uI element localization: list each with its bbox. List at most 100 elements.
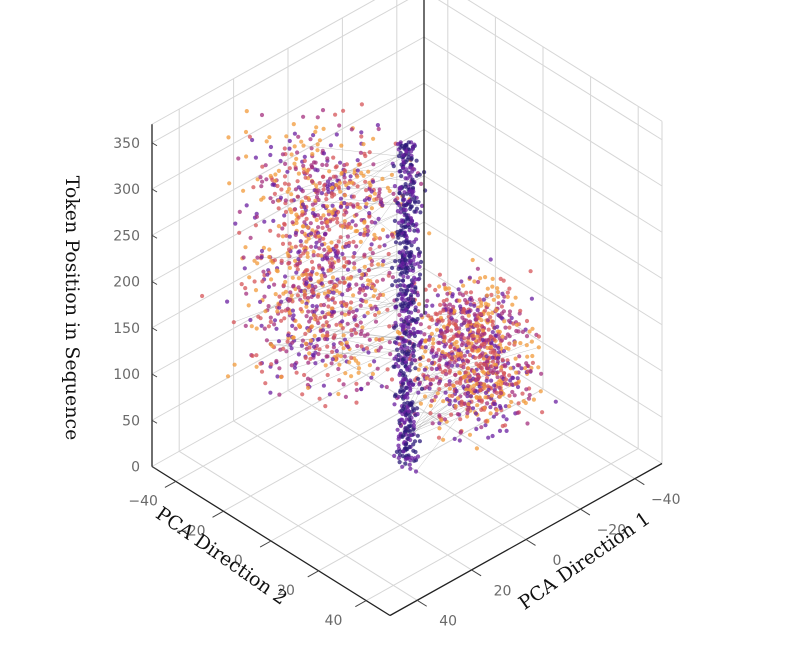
data-point [397, 312, 402, 318]
data-point [265, 272, 270, 277]
data-point [314, 188, 319, 193]
data-point [314, 304, 319, 309]
data-point [367, 211, 372, 216]
data-point [427, 231, 432, 236]
data-point [254, 353, 259, 358]
y-tick [416, 599, 427, 607]
data-point [384, 384, 389, 390]
data-point [311, 290, 316, 295]
x-tick-label: −40 [128, 494, 158, 510]
data-point [488, 405, 493, 410]
data-point [358, 303, 363, 308]
data-point [412, 254, 417, 259]
grid-line [423, 82, 663, 233]
data-point [293, 187, 298, 192]
data-point [345, 234, 350, 239]
data-point [496, 345, 501, 351]
data-point [311, 253, 316, 258]
grid-line [287, 390, 527, 540]
data-point [472, 312, 477, 317]
data-point [357, 290, 362, 295]
data-point [413, 366, 418, 371]
data-point [465, 411, 470, 416]
data-point [427, 325, 432, 330]
data-point [396, 232, 401, 237]
data-point [317, 181, 322, 186]
data-point [497, 329, 502, 334]
data-point [524, 387, 529, 392]
grid-line [151, 0, 409, 144]
data-point [408, 204, 413, 210]
data-point [399, 304, 404, 309]
data-point [396, 443, 401, 448]
data-point [501, 371, 506, 376]
data-point [476, 376, 481, 381]
data-point [411, 222, 416, 227]
data-point [392, 218, 397, 223]
data-point [372, 191, 377, 196]
data-point [358, 150, 363, 155]
data-point [322, 232, 328, 237]
data-point [287, 234, 292, 239]
data-point [275, 374, 280, 379]
data-point [500, 334, 505, 339]
y-tick-label: 20 [494, 583, 512, 599]
data-point [334, 244, 339, 249]
data-point [293, 326, 298, 331]
data-point [283, 279, 288, 285]
data-point [418, 362, 423, 367]
data-point [505, 294, 510, 299]
data-point [485, 286, 490, 291]
data-point [406, 240, 411, 245]
data-point [244, 154, 249, 159]
data-point [401, 193, 406, 198]
data-point [289, 346, 294, 351]
data-point [529, 339, 535, 344]
data-point [299, 213, 304, 218]
data-point [473, 355, 478, 360]
data-point [342, 168, 347, 173]
data-point [268, 144, 274, 150]
data-point [482, 308, 488, 313]
data-point [524, 343, 529, 348]
data-point [313, 244, 318, 249]
data-point [443, 390, 448, 395]
data-point [431, 341, 436, 346]
data-point [395, 427, 400, 432]
data-point [241, 255, 246, 260]
data-point [355, 168, 360, 173]
data-point [308, 221, 313, 226]
data-point [480, 328, 486, 333]
data-point [456, 357, 461, 362]
data-point [359, 170, 364, 176]
data-point [320, 333, 325, 338]
data-point [401, 449, 406, 454]
grid-line [423, 267, 663, 418]
data-point [326, 304, 331, 309]
data-point [255, 255, 260, 260]
data-point [408, 402, 413, 407]
x-tick [259, 540, 272, 548]
data-point [453, 322, 458, 327]
grid-line [178, 450, 418, 601]
data-point [341, 108, 346, 113]
data-point [326, 324, 331, 329]
data-point [289, 363, 294, 368]
data-point [403, 461, 408, 466]
data-point [302, 220, 307, 225]
data-point [430, 360, 435, 366]
data-point [332, 285, 337, 290]
data-point [279, 258, 284, 263]
data-point [344, 340, 349, 345]
data-point [415, 261, 420, 266]
data-point [419, 386, 425, 391]
data-point [442, 344, 447, 349]
data-point [340, 319, 345, 324]
data-point [390, 283, 395, 288]
data-point [503, 325, 508, 330]
data-point [287, 138, 292, 144]
data-point [375, 279, 380, 284]
data-point [447, 386, 452, 391]
grid-line [423, 221, 663, 372]
data-point [362, 219, 367, 224]
